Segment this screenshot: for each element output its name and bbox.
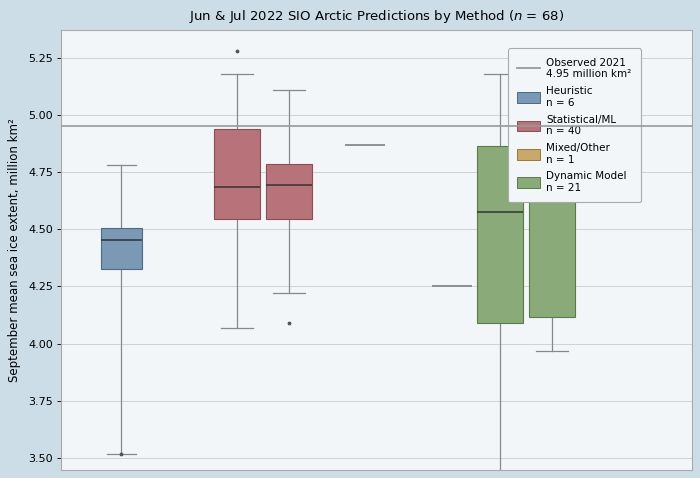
Bar bbox=[529, 172, 575, 317]
Legend: Observed 2021
4.95 million km², Heuristic
n = 6, Statistical/ML
n = 40, Mixed/Ot: Observed 2021 4.95 million km², Heuristi… bbox=[508, 48, 641, 202]
Bar bbox=[214, 129, 260, 219]
Bar bbox=[266, 164, 312, 219]
Title: Jun & Jul 2022 SIO Arctic Predictions by Method ($n$ = 68): Jun & Jul 2022 SIO Arctic Predictions by… bbox=[189, 8, 564, 25]
Y-axis label: September mean sea ice extent, million km²: September mean sea ice extent, million k… bbox=[8, 118, 21, 382]
Bar bbox=[477, 146, 524, 323]
Bar bbox=[101, 228, 142, 269]
